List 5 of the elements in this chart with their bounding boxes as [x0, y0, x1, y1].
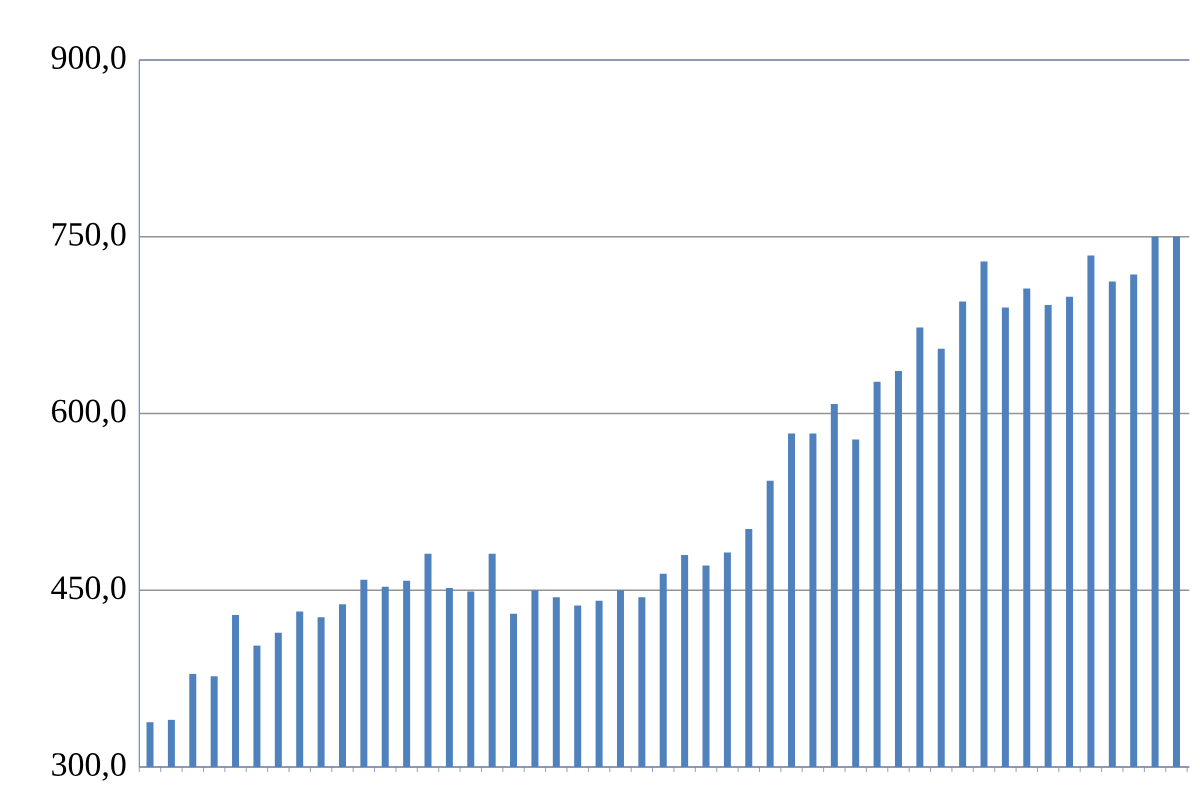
y-tick-label: 300,0: [52, 753, 126, 781]
y-tick-label: 750,0: [52, 222, 126, 251]
y-tick-label: 900,0: [51, 46, 126, 74]
y-tick-label: 450,0: [51, 576, 126, 605]
y-tick-label: 600,0: [52, 399, 126, 428]
